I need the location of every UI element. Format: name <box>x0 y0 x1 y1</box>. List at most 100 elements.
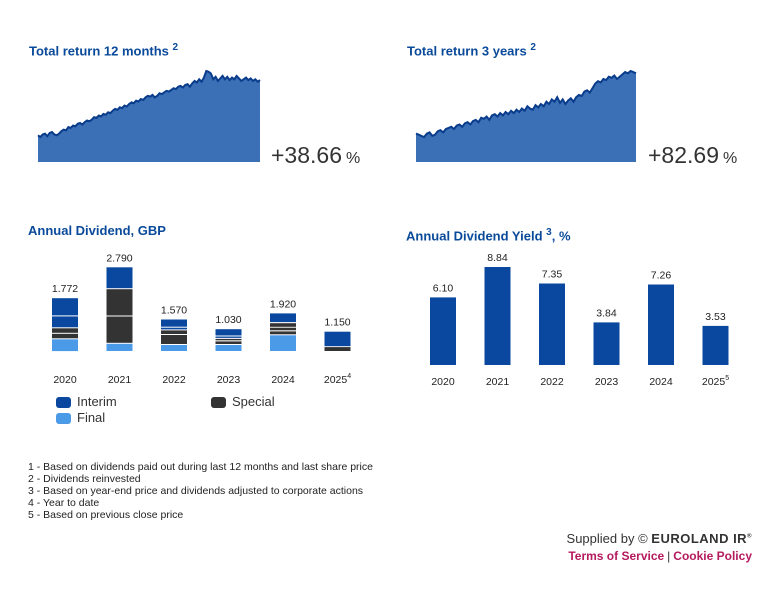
dividend-legend: Interim Special Final <box>56 394 356 428</box>
dividend-bar-2020-seg-2 <box>52 328 78 333</box>
yield-bar-2024 <box>648 284 674 365</box>
dividend-bar-2024-seg-3 <box>270 323 296 327</box>
yield-x-label-2020: 2020 <box>431 376 455 388</box>
return-3y-value-number: +82.69 <box>648 142 719 168</box>
dividend-bar-2020-seg-0 <box>52 339 78 352</box>
return-3y-chart <box>415 69 637 162</box>
dividend-x-label-2023: 2023 <box>217 374 241 386</box>
yield-bar-2021 <box>484 267 511 365</box>
dividend-x-label-2020: 2020 <box>53 374 77 386</box>
dividend-chart: 1.772 2020 2.790 2021 1.570 2022 1.030 2023 1.92… <box>52 252 351 386</box>
yield-bar-2025 <box>702 325 729 365</box>
dividend-bar-2020-seg-4 <box>52 298 78 316</box>
legend-final-label: Final <box>77 410 106 425</box>
footnote-5: 5 - Based on previous close price <box>28 509 184 521</box>
dividend-value-label-2022: 1.570 <box>161 305 187 317</box>
dividend-bar-2023-seg-3 <box>215 336 242 338</box>
return-12m-chart <box>37 69 261 162</box>
footnote-2: 2 - Dividends reinvested <box>28 473 141 485</box>
legend-interim-swatch <box>56 397 71 409</box>
supplied-by: Supplied by © EUROLAND IR® <box>567 531 752 546</box>
yield-title-suffix: , % <box>551 228 571 244</box>
dividend-bar-2022-seg-0 <box>161 345 187 351</box>
legend-final-swatch <box>56 413 71 425</box>
dividend-bar-2021-seg-2 <box>106 289 133 316</box>
dividend-x-label-2021: 2021 <box>108 374 132 386</box>
supplied-by-text: Supplied by © <box>566 531 648 546</box>
legend-special-swatch <box>211 397 226 409</box>
return-12m-note: 2 <box>172 42 179 53</box>
return-3y-note: 2 <box>530 42 536 53</box>
dividend-bar-2020-seg-1 <box>52 333 78 339</box>
yield-value-label-2020: 6.10 <box>433 282 454 294</box>
euroland-logo-text: EUROLAND IR <box>651 531 748 546</box>
footnote-4: 4 - Year to date <box>28 497 100 509</box>
dividend-bar-2022-seg-3 <box>161 327 187 330</box>
dividend-bar-2024-seg-1 <box>270 331 296 335</box>
footnote-1: 1 - Based on dividends paid out during l… <box>28 461 373 473</box>
dividend-bar-2021-seg-1 <box>106 316 133 343</box>
legend-interim-label: Interim <box>77 394 117 409</box>
dividend-x-note-2025: 4 <box>347 373 351 380</box>
terms-of-service-link[interactable]: Terms of Service <box>568 549 665 563</box>
dividend-bar-2021-seg-0 <box>106 343 133 351</box>
euroland-logo[interactable]: EUROLAND IR® <box>651 531 752 546</box>
dividend-bar-2025-seg-1 <box>324 331 351 347</box>
footnotes: 1 - Based on dividends paid out during l… <box>28 461 373 521</box>
dividend-bar-2022-seg-1 <box>161 335 187 344</box>
footnote-3: 3 - Based on year-end price and dividend… <box>28 485 364 497</box>
dividend-bar-2023-seg-0 <box>215 345 242 351</box>
dividend-value-label-2021: 2.790 <box>106 252 132 264</box>
return-12m-line <box>37 69 261 139</box>
yield-x-note-2025: 5 <box>725 375 729 382</box>
legend-special-label: Special <box>232 394 275 409</box>
yield-bar-2022 <box>539 283 565 365</box>
return-12m-unit: % <box>346 150 361 167</box>
yield-value-label-2021: 8.84 <box>487 252 508 264</box>
return-3y-title: Total return 3 years 2 <box>407 42 536 58</box>
dividend-title: Annual Dividend, GBP <box>28 223 166 238</box>
yield-x-label-2023: 2023 <box>595 376 619 388</box>
footer: Supplied by © EUROLAND IR® Terms of Serv… <box>567 531 752 563</box>
return-3y-area <box>416 71 636 162</box>
dividend-bar-2021-seg-3 <box>106 267 133 289</box>
return-12m-area <box>38 71 260 162</box>
yield-chart: 6.10 2020 8.84 2021 7.35 2022 3.84 2023 7.26 2024… <box>430 252 729 388</box>
dividend-x-label-2022: 2022 <box>162 374 186 386</box>
return-3y-line <box>415 69 637 139</box>
yield-x-label-2021: 2021 <box>486 376 510 388</box>
yield-note: 3 <box>546 227 552 238</box>
return-3y-value: +82.69% <box>648 142 737 169</box>
dividend-bar-2023-seg-2 <box>215 338 242 341</box>
yield-value-label-2025: 3.53 <box>705 311 726 323</box>
legend-final: Final <box>56 410 105 425</box>
yield-title-text: Annual Dividend Yield <box>406 228 543 244</box>
dividend-bar-2024-seg-2 <box>270 327 296 331</box>
dividend-value-label-2025: 1.150 <box>324 317 350 329</box>
cookie-policy-link[interactable]: Cookie Policy <box>673 549 752 563</box>
yield-value-label-2024: 7.26 <box>651 270 672 282</box>
footer-separator: | <box>667 549 671 563</box>
dividend-value-label-2024: 1.920 <box>270 298 296 310</box>
yield-bar-2020 <box>430 297 456 365</box>
yield-x-label-2024: 2024 <box>649 376 673 388</box>
dividend-bar-2024-seg-0 <box>270 335 296 351</box>
return-3y-unit: % <box>723 150 738 167</box>
dividend-bar-2025-seg-0 <box>324 347 351 351</box>
dividend-x-label-2025: 20254 <box>324 373 351 386</box>
yield-value-label-2023: 3.84 <box>596 307 617 319</box>
dividend-bar-2023-seg-4 <box>215 329 242 336</box>
footer-links: Terms of Service | Cookie Policy <box>567 549 752 563</box>
yield-x-label-2022: 2022 <box>540 376 564 388</box>
return-12m-title-text: Total return 12 months <box>29 43 169 59</box>
yield-title: Annual Dividend Yield 3, % <box>406 227 571 243</box>
dividend-title-text: Annual Dividend, GBP <box>28 223 166 238</box>
return-12m-value-number: +38.66 <box>271 142 342 168</box>
legend-special: Special <box>211 394 275 409</box>
legend-interim: Interim <box>56 394 117 409</box>
euroland-logo-mark: ® <box>747 533 752 540</box>
yield-x-label-2025: 20255 <box>702 375 729 388</box>
return-12m-title: Total return 12 months 2 <box>29 42 178 58</box>
dividend-bar-2023-seg-1 <box>215 341 242 344</box>
dividend-bar-2024-seg-4 <box>270 313 296 323</box>
